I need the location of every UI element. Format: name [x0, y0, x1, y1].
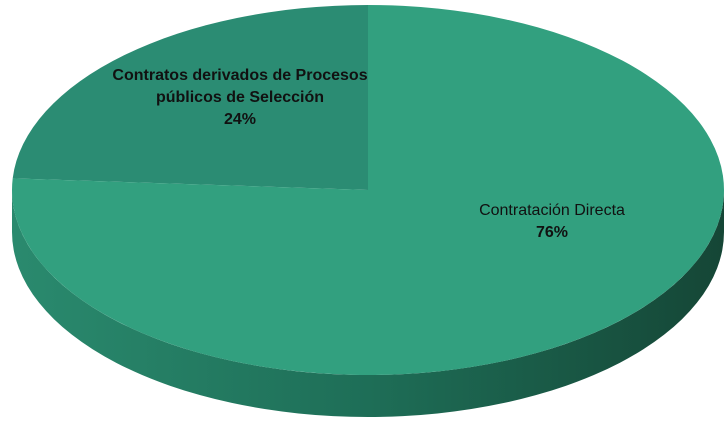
category-label: Contratos derivados de Procesos públicos…: [112, 67, 368, 106]
value-label: 76%: [535, 224, 569, 241]
pie-side: [12, 190, 724, 417]
value-label: 24%: [223, 111, 257, 128]
category-label: Contratación Directa: [479, 202, 625, 219]
pie-slice: [12, 5, 725, 375]
slice-label: Contratación Directa 76%: [467, 200, 637, 244]
slice-label: Contratos derivados de Procesos públicos…: [90, 65, 390, 131]
pie-slice: [12, 5, 368, 190]
